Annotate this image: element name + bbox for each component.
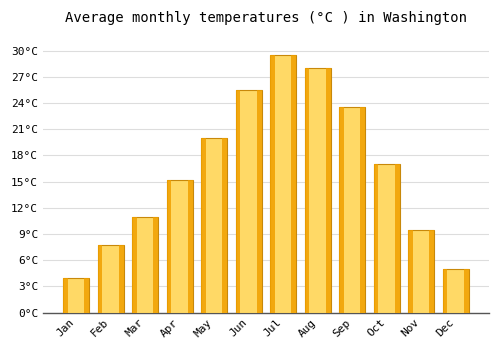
Bar: [84, 278, 89, 313]
Bar: [154, 217, 158, 313]
Bar: [374, 164, 400, 313]
Bar: [236, 90, 240, 313]
Bar: [236, 90, 262, 313]
Bar: [132, 217, 158, 313]
Bar: [98, 245, 124, 313]
Bar: [63, 278, 89, 313]
Bar: [442, 269, 468, 313]
Bar: [222, 138, 227, 313]
Bar: [292, 55, 296, 313]
Bar: [166, 180, 192, 313]
Bar: [339, 107, 344, 313]
Bar: [270, 55, 296, 313]
Bar: [98, 245, 102, 313]
Bar: [304, 68, 330, 313]
Bar: [339, 107, 365, 313]
Bar: [442, 269, 448, 313]
Bar: [201, 138, 227, 313]
Bar: [132, 217, 137, 313]
Bar: [408, 230, 413, 313]
Bar: [464, 269, 468, 313]
Bar: [374, 164, 378, 313]
Bar: [63, 278, 68, 313]
Bar: [430, 230, 434, 313]
Bar: [360, 107, 365, 313]
Bar: [166, 180, 172, 313]
Bar: [270, 55, 275, 313]
Bar: [326, 68, 330, 313]
Bar: [188, 180, 192, 313]
Bar: [408, 230, 434, 313]
Bar: [257, 90, 262, 313]
Title: Average monthly temperatures (°C ) in Washington: Average monthly temperatures (°C ) in Wa…: [65, 11, 467, 25]
Bar: [119, 245, 124, 313]
Bar: [395, 164, 400, 313]
Bar: [304, 68, 310, 313]
Bar: [201, 138, 206, 313]
